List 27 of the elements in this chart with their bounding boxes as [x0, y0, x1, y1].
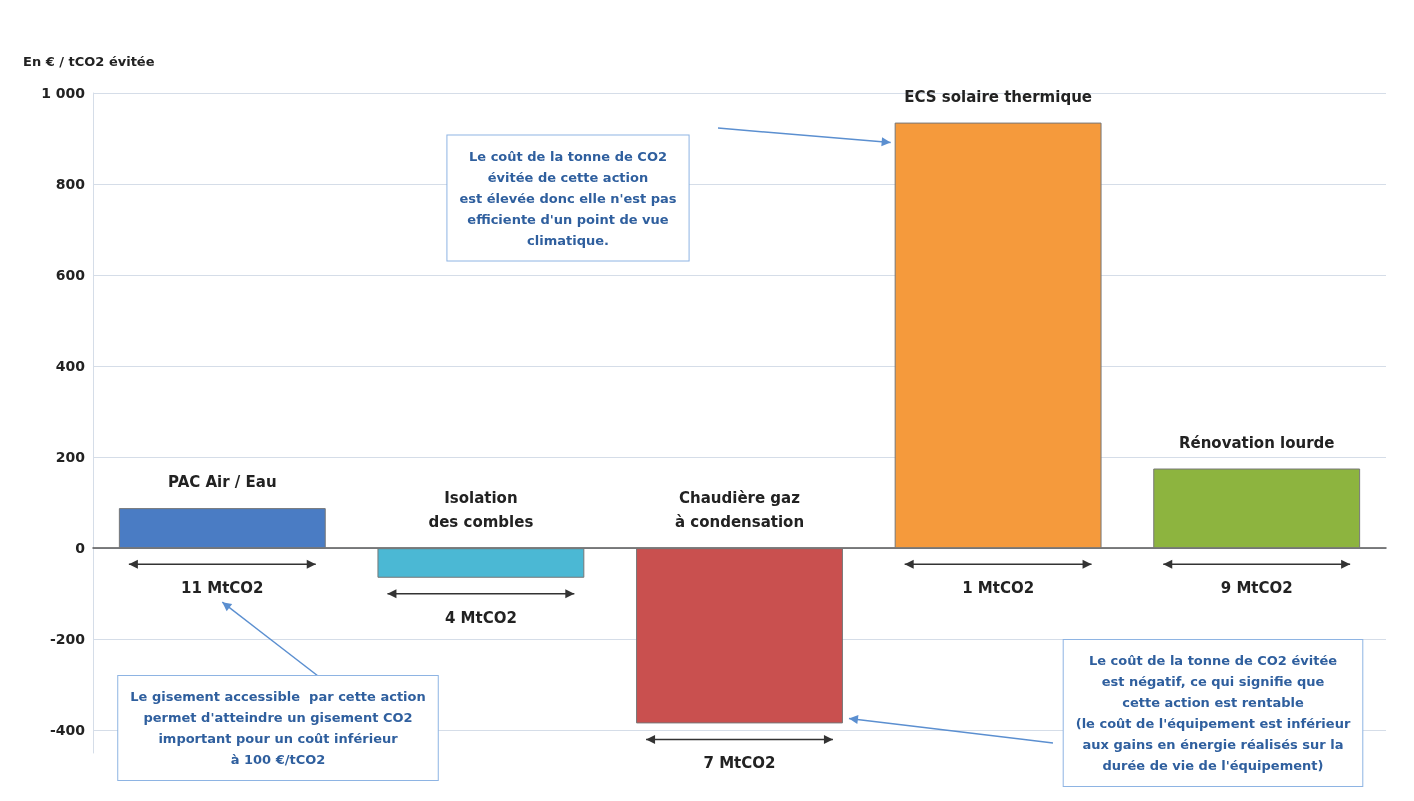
annotation: Le coût de la tonne de CO2 évitée de cette action est élevée donc elle n'est pas efficiente d'un point de vue climatique.	[459, 148, 677, 248]
x-tick-label: PAC Air / Eau	[168, 473, 277, 492]
bar	[377, 548, 585, 578]
y-tick-label: 0	[75, 540, 86, 557]
annotation: 4 MtCO2	[444, 608, 517, 627]
x-tick-label: Rénovation lourde	[1178, 433, 1335, 452]
bar	[636, 548, 843, 724]
bar	[1153, 468, 1361, 549]
y-tick-label: -200	[49, 631, 86, 648]
x-tick-label: Isolation des combles	[428, 489, 534, 532]
annotation: 9 MtCO2	[1220, 579, 1293, 598]
x-tick-label: Chaudière gaz à condensation	[674, 489, 805, 532]
y-tick-label: 1 000	[41, 85, 86, 101]
text: 7 MtCO2	[703, 754, 776, 773]
y-axis-title: En € / tCO2 évitée	[23, 54, 155, 69]
x-tick-label: ECS solaire thermique	[904, 87, 1092, 106]
bar	[894, 122, 1102, 549]
y-tick-label: -400	[49, 722, 86, 739]
bar	[118, 508, 326, 549]
y-tick-label: 600	[55, 267, 86, 284]
y-tick-label: 400	[55, 358, 86, 375]
y-tick-label: 800	[55, 176, 86, 193]
annotation: Le gisement accessible par cette action permet d'atteindre un gisement CO2 important pour un coût inférieur à 100 €/tCO2	[130, 689, 426, 767]
annotation: 1 MtCO2	[962, 579, 1035, 598]
annotation: Le coût de la tonne de CO2 évitée est négatif, ce qui signifie que cette action est rentable (le coût de l'équipement est inférieur aux gains en énergie réalisés sur la durée de vie de l'équipement)	[1075, 653, 1351, 773]
y-tick-label: 200	[55, 449, 86, 466]
annotation: 11 MtCO2	[181, 579, 264, 598]
